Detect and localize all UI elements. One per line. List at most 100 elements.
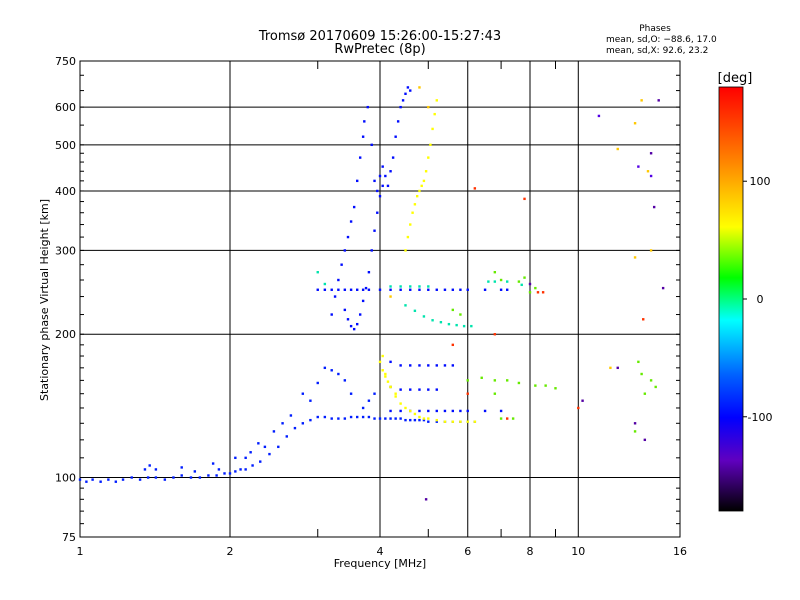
data-point: [189, 476, 193, 479]
data-point: [451, 343, 455, 347]
data-point: [418, 364, 421, 367]
data-point: [384, 372, 387, 376]
data-point: [459, 313, 462, 316]
data-point: [544, 384, 547, 387]
data-point: [435, 388, 438, 391]
data-point: [493, 271, 497, 274]
data-point: [389, 285, 392, 288]
data-point: [431, 319, 434, 322]
data-point: [381, 184, 384, 188]
data-point: [451, 364, 455, 367]
data-point: [268, 452, 271, 456]
data-point: [427, 105, 430, 109]
data-point: [330, 417, 333, 420]
data-point: [330, 369, 333, 372]
data-point: [473, 187, 477, 190]
data-point: [528, 282, 532, 286]
data-point: [316, 288, 319, 291]
y-tick-label: 600: [55, 101, 76, 114]
data-point: [358, 156, 362, 159]
data-point: [409, 223, 412, 226]
data-point: [309, 399, 312, 402]
data-point: [418, 285, 421, 288]
data-point: [413, 203, 417, 206]
colorbar-tick-label: -100: [748, 411, 773, 424]
phases-o-line: mean, sd,O: −88.6, 17.0: [606, 35, 717, 45]
data-point: [346, 235, 350, 239]
data-point: [193, 470, 197, 473]
phases-x-line: mean, sd,X: 92.6, 23.2: [606, 46, 708, 56]
data-point: [386, 380, 390, 383]
data-point: [130, 476, 133, 479]
data-point: [99, 480, 102, 483]
data-point: [217, 468, 221, 471]
data-point: [370, 143, 373, 147]
data-point: [511, 417, 515, 420]
data-point: [654, 385, 657, 389]
data-point: [301, 392, 305, 395]
data-point: [367, 399, 371, 402]
data-point: [394, 395, 397, 398]
data-point: [378, 288, 382, 291]
y-tick-label: 200: [55, 328, 76, 341]
data-point: [361, 288, 365, 291]
data-point: [451, 420, 455, 423]
data-point: [337, 288, 340, 291]
data-point: [391, 156, 395, 159]
data-point: [401, 99, 405, 102]
colorbar-label: [deg]: [718, 71, 753, 86]
data-point: [361, 135, 365, 138]
data-point: [616, 366, 619, 370]
data-point: [427, 156, 430, 159]
data-point: [389, 360, 392, 364]
data-point: [418, 189, 421, 193]
data-point: [349, 392, 353, 395]
data-point: [399, 105, 402, 109]
data-point: [249, 451, 252, 454]
data-point: [418, 409, 421, 413]
data-point: [534, 286, 537, 290]
data-point: [389, 417, 392, 420]
data-point: [154, 476, 158, 479]
data-point: [649, 379, 653, 382]
colorbar: [718, 86, 744, 512]
data-point: [493, 280, 497, 283]
data-point: [172, 476, 175, 479]
data-point: [429, 143, 432, 147]
data-point: [366, 105, 369, 109]
y-tick-label: 400: [55, 185, 76, 198]
data-point: [316, 415, 319, 419]
data-point: [427, 409, 430, 413]
data-point: [85, 480, 88, 483]
data-point: [427, 388, 430, 391]
data-point: [309, 418, 312, 422]
data-point: [285, 435, 288, 438]
data-point: [493, 379, 497, 382]
data-point: [404, 92, 407, 95]
data-point: [381, 354, 384, 358]
data-point: [349, 288, 353, 291]
data-point: [355, 288, 359, 291]
x-tick-label: 1: [77, 545, 84, 558]
data-point: [409, 89, 412, 92]
data-point: [373, 229, 376, 232]
data-point: [459, 288, 462, 291]
data-point: [643, 392, 647, 395]
data-point: [413, 412, 417, 416]
data-point: [78, 478, 82, 481]
tick-layer: [80, 61, 680, 537]
data-point: [361, 406, 365, 410]
data-point: [381, 369, 384, 372]
data-point: [404, 249, 407, 252]
data-point: [435, 99, 438, 102]
y-tick-label: 100: [55, 472, 76, 485]
data-point: [138, 478, 142, 481]
colorbar-tick-label: 0: [757, 293, 764, 306]
data-point: [447, 322, 451, 326]
data-point: [384, 417, 387, 420]
data-point: [455, 323, 458, 327]
data-point: [427, 420, 430, 423]
data-point: [386, 184, 390, 188]
phases-title: Phases: [639, 24, 671, 34]
